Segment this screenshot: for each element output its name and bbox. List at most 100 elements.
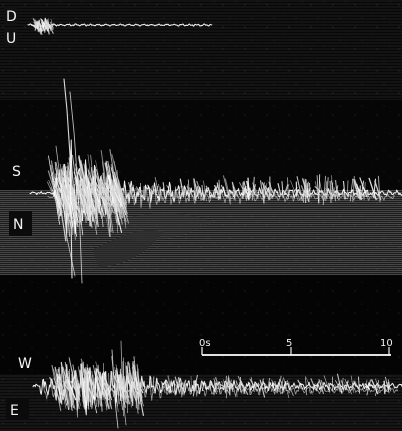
- trace-stroke: [306, 181, 309, 198]
- trace-stroke: [225, 375, 229, 399]
- trace-stroke: [259, 379, 266, 398]
- trace-stroke: [329, 383, 337, 389]
- trace-stroke: [54, 366, 63, 405]
- n-label-box: [9, 211, 32, 236]
- trace-stroke: [116, 367, 124, 411]
- trace-stroke: [70, 160, 79, 223]
- trace-stroke: [97, 176, 104, 228]
- trace-stroke: [222, 175, 231, 205]
- trace-stroke: [89, 368, 93, 398]
- trace-stroke: [350, 375, 355, 394]
- trace-stroke: [86, 372, 89, 399]
- trace-stroke: [158, 184, 161, 196]
- scale-ten-label: 10: [380, 338, 393, 349]
- trace-stroke: [166, 184, 174, 198]
- trace-stroke: [249, 378, 258, 392]
- trace-stroke: [125, 362, 128, 405]
- trace-stroke: [80, 363, 86, 410]
- trace-stroke: [36, 20, 44, 32]
- trace-stroke: [57, 368, 68, 406]
- trace-stroke: [92, 175, 102, 219]
- trace-stroke: [258, 382, 263, 390]
- trace-stroke: [228, 377, 231, 396]
- trace-stroke: [160, 381, 166, 394]
- ns-large-swing: [69, 91, 83, 284]
- trace-stroke: [104, 376, 109, 401]
- trace-stroke: [101, 161, 112, 232]
- trace-stroke: [50, 22, 55, 29]
- trace-stroke: [205, 185, 213, 196]
- trace-stroke: [100, 149, 114, 233]
- trace-stroke: [50, 174, 66, 214]
- d-label: D: [6, 9, 17, 25]
- trace-stroke: [204, 382, 208, 390]
- trace-stroke: [49, 376, 62, 403]
- trace-stroke: [250, 376, 255, 393]
- trace-stroke: [327, 382, 331, 393]
- trace-stroke: [174, 376, 181, 394]
- trace-stroke: [64, 185, 79, 209]
- trace-stroke: [305, 376, 308, 396]
- trace-stroke: [162, 182, 166, 200]
- trace-stroke: [41, 19, 48, 31]
- trace-stroke: [232, 382, 235, 390]
- trace-stroke: [361, 184, 370, 198]
- trace-stroke: [277, 183, 282, 196]
- trace-stroke: [114, 171, 124, 219]
- trace-stroke: [213, 184, 219, 199]
- trace-stroke: [286, 380, 294, 397]
- trace-stroke: [176, 185, 181, 197]
- trace-stroke: [281, 181, 284, 199]
- trace-stroke: [224, 178, 232, 202]
- trace-stroke: [357, 376, 361, 394]
- trace-stroke: [67, 162, 76, 216]
- trace-stroke: [186, 185, 194, 197]
- trace-stroke: [128, 182, 134, 200]
- trace-stroke: [192, 374, 198, 397]
- trace-stroke: [239, 182, 247, 198]
- trace-stroke: [246, 183, 249, 201]
- trace-stroke: [128, 372, 132, 408]
- trace-stroke: [270, 182, 272, 196]
- trace-stroke: [96, 377, 103, 398]
- trace-stroke: [41, 21, 47, 32]
- trace-stroke: [48, 24, 51, 30]
- trace-stroke: [50, 18, 54, 30]
- trace-stroke: [214, 376, 221, 393]
- u-label-box: [4, 29, 17, 46]
- w-label: W: [18, 356, 32, 372]
- trace-stroke: [47, 181, 62, 214]
- trace-stroke: [210, 380, 217, 395]
- trace-stroke: [57, 379, 64, 397]
- time-scale: 0s 5 10: [199, 338, 393, 356]
- trace-stroke: [118, 182, 122, 199]
- trace-stroke: [187, 179, 190, 202]
- trace-stroke: [93, 370, 101, 399]
- trace-stroke: [243, 180, 249, 200]
- trace-stroke: [235, 380, 241, 390]
- north-south-trace: [29, 78, 402, 284]
- trace-stroke: [77, 167, 92, 226]
- trace-stroke: [305, 377, 313, 395]
- trace-stroke: [147, 184, 153, 198]
- trace-stroke: [261, 182, 270, 201]
- trace-stroke: [284, 383, 287, 389]
- trace-stroke: [128, 362, 133, 402]
- s-label: S: [12, 164, 21, 180]
- trace-stroke: [333, 187, 337, 195]
- trace-stroke: [325, 181, 328, 201]
- trace-stroke: [82, 183, 94, 206]
- trace-stroke: [195, 184, 198, 197]
- trace-stroke: [282, 380, 287, 389]
- trace-stroke: [239, 379, 249, 395]
- trace-stroke: [50, 160, 67, 242]
- trace-stroke: [165, 379, 173, 393]
- trace-stroke: [372, 383, 378, 388]
- trace-stroke: [129, 186, 134, 193]
- trace-stroke: [107, 180, 119, 212]
- e-label-box: [6, 398, 29, 420]
- scale-zero-label: 0s: [199, 338, 211, 349]
- trace-stroke: [91, 371, 98, 408]
- trace-stroke: [374, 378, 381, 393]
